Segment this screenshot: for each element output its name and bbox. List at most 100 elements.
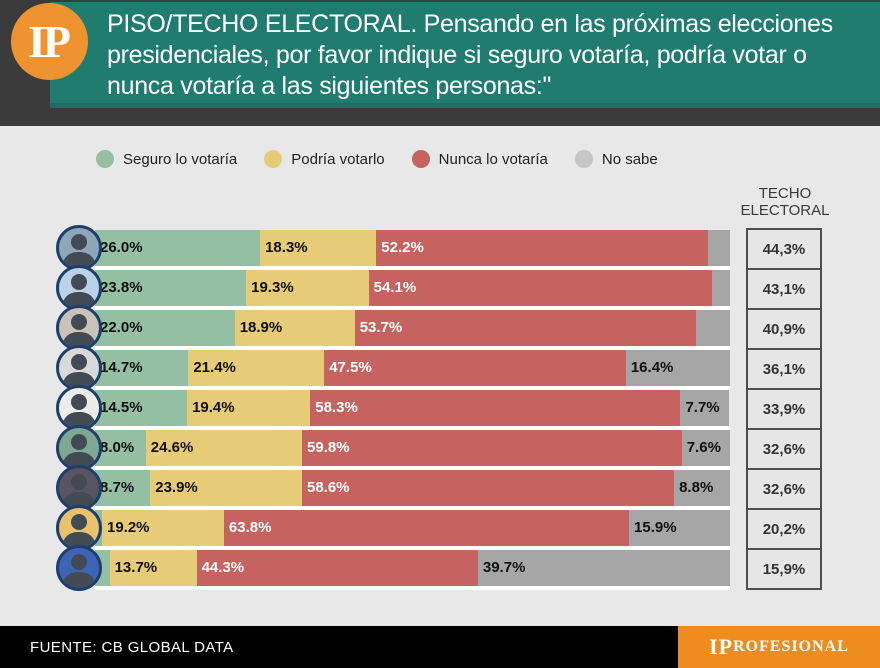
legend-dot-no_sabe xyxy=(574,150,593,168)
techo-value-box: 15,9% xyxy=(746,548,822,590)
segment-value-label: 23.9% xyxy=(155,479,198,496)
bar-segment-seguro: 8.0% xyxy=(95,430,146,466)
bar-segment-no_sabe xyxy=(695,310,730,346)
stacked-bar: 19.2% 63.8% 15.9% xyxy=(95,510,730,550)
chart-row: 14.5% 19.4% 58.3% 7.7% xyxy=(0,385,880,431)
legend-dot-nunca xyxy=(411,150,430,168)
iprofesional-logo: IP ROFESIONAL xyxy=(678,626,880,668)
bar-segment-seguro: 26.0% xyxy=(95,230,261,266)
legend-item-seguro: Seguro lo votaría xyxy=(96,150,237,168)
candidate-avatar xyxy=(56,225,102,271)
bar-segment-nunca: 54.1% xyxy=(368,270,713,306)
person-icon xyxy=(62,354,96,388)
bar-segment-podria: 23.9% xyxy=(150,470,302,506)
person-icon xyxy=(62,554,96,588)
header-panel: PISO/TECHO ELECTORAL. Pensando en las pr… xyxy=(50,2,880,108)
chart-row: 22.0% 18.9% 53.7% xyxy=(0,305,880,351)
candidate-avatar xyxy=(56,545,102,591)
segment-value-label: 19.2% xyxy=(106,519,150,536)
bar-segment-no_sabe: 16.4% xyxy=(625,350,730,386)
bar-segment-nunca: 58.6% xyxy=(301,470,675,506)
brand-text-big: IP xyxy=(709,634,734,659)
chart-row: 8.0% 24.6% 59.8% 7.6% xyxy=(0,425,880,471)
segment-value-label: 16.4% xyxy=(630,359,674,376)
segment-value-label: 63.8% xyxy=(228,519,272,536)
segment-value-label: 39.7% xyxy=(482,559,526,576)
techo-header-line1: TECHO xyxy=(758,185,812,202)
bar-segment-podria: 21.4% xyxy=(188,350,325,386)
brand-text-small: ROFESIONAL xyxy=(733,638,849,655)
legend-label: Seguro lo votaría xyxy=(123,150,238,168)
candidate-avatar xyxy=(56,305,102,351)
segment-value-label: 8.0% xyxy=(100,439,135,456)
candidate-avatar xyxy=(56,505,102,551)
bar-segment-no_sabe xyxy=(707,230,730,266)
techo-value-box: 20,2% xyxy=(746,508,822,550)
bar-segment-podria: 19.3% xyxy=(246,270,369,306)
segment-value-label: 26.0% xyxy=(100,239,143,256)
segment-value-label: 7.7% xyxy=(685,399,720,416)
legend-dot-podria xyxy=(264,150,283,168)
segment-value-label: 14.5% xyxy=(100,399,143,416)
bar-segment-nunca: 52.2% xyxy=(376,230,708,266)
legend-label: Nunca lo votaría xyxy=(438,150,548,168)
bar-segment-no_sabe xyxy=(712,270,730,306)
legend: Seguro lo votaría Podría votarlo Nunca lo … xyxy=(96,150,658,168)
bar-segment-nunca: 58.3% xyxy=(310,390,681,426)
segment-value-label: 52.2% xyxy=(381,239,424,256)
bar-segment-podria: 18.9% xyxy=(234,310,355,346)
stacked-bar: 8.0% 24.6% 59.8% 7.6% xyxy=(95,430,730,470)
segment-value-label: 8.7% xyxy=(100,479,135,496)
bar-segment-seguro: 14.5% xyxy=(95,390,188,426)
bar-segment-podria: 18.3% xyxy=(260,230,377,266)
person-icon xyxy=(62,314,96,348)
bar-segment-nunca: 59.8% xyxy=(302,430,682,466)
candidate-avatar xyxy=(56,465,102,511)
bar-segment-no_sabe: 39.7% xyxy=(477,550,730,586)
ip-logo: IP xyxy=(11,3,88,80)
bar-segment-nunca: 53.7% xyxy=(354,310,696,346)
header-band: PISO/TECHO ELECTORAL. Pensando en las pr… xyxy=(0,0,880,126)
segment-value-label: 7.6% xyxy=(686,439,721,456)
segment-value-label: 21.4% xyxy=(193,359,236,376)
segment-value-label: 15.9% xyxy=(634,519,677,536)
footer-bar: FUENTE: CB GLOBAL DATA IP ROFESIONAL xyxy=(0,626,880,668)
bar-segment-seguro: 22.0% xyxy=(95,310,235,346)
techo-value-box: 40,9% xyxy=(746,308,822,350)
segment-value-label: 58.6% xyxy=(306,479,350,496)
bar-segment-nunca: 44.3% xyxy=(196,550,478,586)
legend-label: No sabe xyxy=(601,150,658,168)
techo-electoral-header: TECHO ELECTORAL xyxy=(733,185,837,219)
segment-value-label: 13.7% xyxy=(114,559,158,576)
bar-segment-podria: 19.4% xyxy=(187,390,311,426)
bar-segment-seguro: 23.8% xyxy=(95,270,247,306)
legend-item-podria: Podría votarlo xyxy=(264,150,385,168)
segment-value-label: 24.6% xyxy=(150,439,194,456)
segment-value-label: 47.5% xyxy=(329,359,372,376)
techo-value-box: 43,1% xyxy=(746,268,822,310)
segment-value-label: 54.1% xyxy=(373,279,417,296)
stacked-bar: 14.5% 19.4% 58.3% 7.7% xyxy=(95,390,730,430)
candidate-avatar xyxy=(56,265,102,311)
bar-segment-seguro: 14.7% xyxy=(95,350,189,386)
chart-row: 26.0% 18.3% 52.2% xyxy=(0,225,880,271)
legend-dot-seguro xyxy=(96,150,114,168)
legend-item-nunca: Nunca lo votaría xyxy=(411,150,548,168)
bar-segment-no_sabe: 15.9% xyxy=(629,510,730,546)
chart-row: 8.7% 23.9% 58.6% 8.8% xyxy=(0,465,880,511)
segment-value-label: 19.3% xyxy=(251,279,294,296)
source-text: FUENTE: CB GLOBAL DATA xyxy=(30,638,234,656)
ip-logo-text: IP xyxy=(28,16,71,67)
person-icon xyxy=(62,434,96,468)
page-title: PISO/TECHO ELECTORAL. Pensando en las pr… xyxy=(107,9,833,100)
segment-value-label: 18.3% xyxy=(265,239,308,256)
chart-row: 23.8% 19.3% 54.1% xyxy=(0,265,880,311)
legend-label: Podría votarlo xyxy=(291,150,385,168)
chart-row: 19.2% 63.8% 15.9% xyxy=(0,505,880,551)
person-icon xyxy=(62,234,96,268)
segment-value-label: 44.3% xyxy=(201,559,245,576)
segment-value-label: 18.9% xyxy=(239,319,283,336)
stacked-bar: 14.7% 21.4% 47.5% 16.4% xyxy=(95,350,730,390)
techo-value-box: 44,3% xyxy=(746,228,822,270)
